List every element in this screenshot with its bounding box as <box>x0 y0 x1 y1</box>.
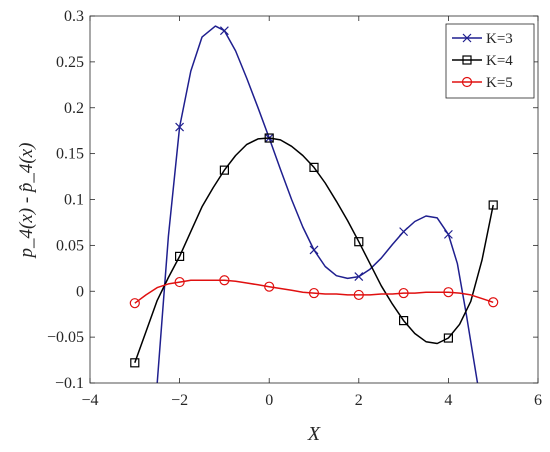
x-tick-label: 2 <box>355 392 363 409</box>
legend-label: K=4 <box>486 53 513 69</box>
y-axis-label: p_4(x) - p̂_4(x) <box>16 142 37 259</box>
data-point <box>309 162 319 172</box>
data-point <box>175 251 185 261</box>
legend-box <box>445 23 535 99</box>
data-point <box>354 237 364 247</box>
data-point <box>174 276 185 288</box>
data-point <box>353 289 364 301</box>
y-tick-label: 0.15 <box>56 146 84 163</box>
data-point <box>130 358 140 368</box>
y-tick-label: 0.3 <box>64 8 84 25</box>
y-tick-label: −0.1 <box>55 375 84 392</box>
data-point <box>399 227 409 237</box>
data-point <box>354 272 364 281</box>
series-line <box>156 25 479 383</box>
y-tick-label: −0.05 <box>47 329 84 346</box>
legend-label: K=3 <box>486 31 513 47</box>
series-line <box>134 279 494 304</box>
data-point <box>175 122 185 132</box>
legend-marker <box>462 55 472 65</box>
y-ticks: −0.1 −0.05 0 0.05 0.1 0.15 0.2 0.25 0.3 <box>47 8 538 392</box>
data-point <box>219 275 230 286</box>
legend-item: K=4 <box>452 53 513 69</box>
legend-marker <box>461 76 473 88</box>
x-tick-label: 0 <box>265 392 273 409</box>
data-point <box>129 298 140 309</box>
x-tick-label: 4 <box>444 392 452 409</box>
data-point <box>398 287 409 299</box>
x-tick-label: −4 <box>81 392 98 409</box>
data-point <box>488 297 499 308</box>
legend-item: K=5 <box>452 75 513 91</box>
data-point <box>309 245 319 255</box>
legend-item: K=3 <box>452 31 513 47</box>
data-point <box>219 26 229 36</box>
data-point <box>443 287 454 298</box>
series-K=3 <box>156 25 479 383</box>
series-K=5 <box>129 275 499 309</box>
series-layer <box>129 25 499 383</box>
y-tick-label: 0.25 <box>56 54 84 71</box>
data-point <box>219 165 229 175</box>
legend: K=3 K=4 K=5 <box>445 23 535 99</box>
x-ticks: −4 −2 0 2 4 6 <box>81 16 542 409</box>
x-axis-label: X <box>307 423 321 445</box>
data-point <box>264 133 274 143</box>
data-point <box>308 287 320 299</box>
data-point <box>443 229 453 239</box>
y-tick-label: 0.1 <box>64 192 84 209</box>
data-point <box>264 281 275 292</box>
series-line <box>134 137 494 364</box>
data-point <box>399 316 409 326</box>
x-tick-label: 6 <box>534 392 542 409</box>
data-point <box>443 333 453 343</box>
y-tick-label: 0.2 <box>64 100 84 117</box>
legend-marker <box>462 33 472 43</box>
data-point <box>488 200 498 210</box>
x-tick-label: −2 <box>171 392 188 409</box>
y-tick-label: 0 <box>76 283 84 300</box>
y-tick-label: 0.05 <box>56 237 84 254</box>
series-K=4 <box>130 133 498 368</box>
legend-label: K=5 <box>486 75 513 91</box>
